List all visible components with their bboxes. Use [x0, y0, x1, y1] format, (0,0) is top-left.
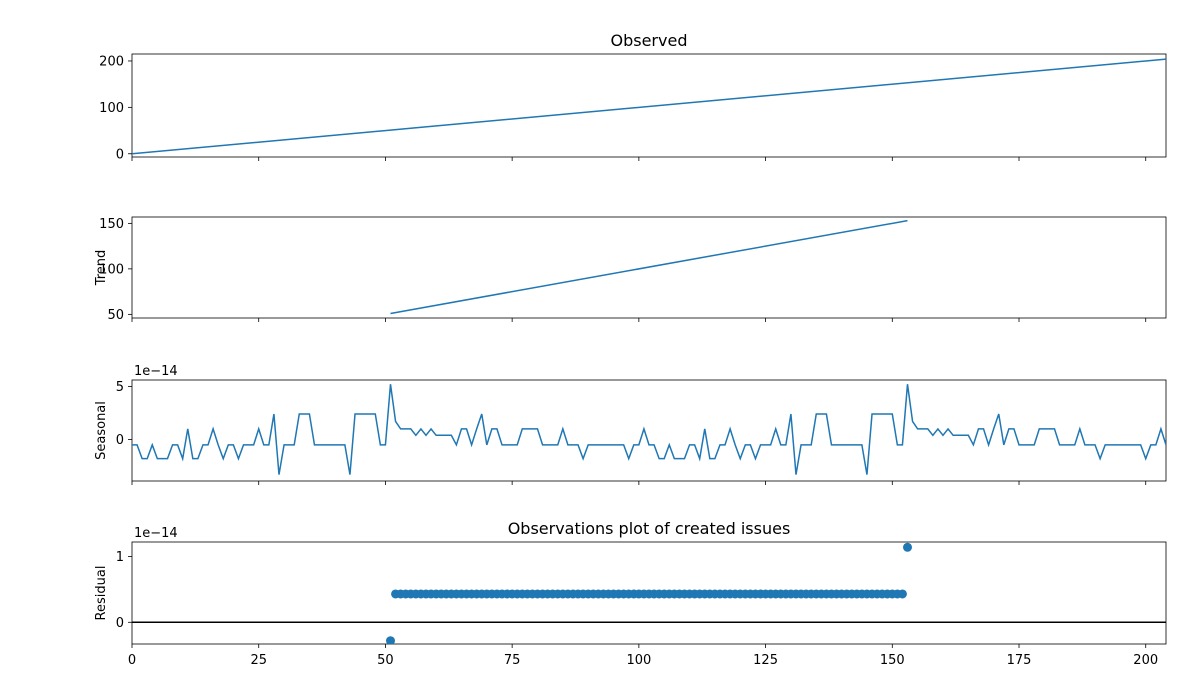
y-tick-label: 0	[116, 147, 124, 162]
observed-panel: Observed 0 100 200	[99, 31, 1167, 162]
y-tick-label: 50	[107, 308, 124, 323]
axes-frame	[131, 53, 1167, 158]
y-tick-label: 0	[116, 616, 124, 631]
y-tick-label: 0	[116, 433, 124, 448]
x-tick-label: 200	[1133, 653, 1158, 668]
residual-point	[897, 589, 907, 599]
y-tick-label: 100	[99, 262, 124, 277]
series-line	[132, 384, 1166, 475]
y-tick-label: 150	[99, 217, 124, 232]
x-tick-label: 150	[880, 653, 905, 668]
y-tick-label: 200	[99, 54, 124, 69]
x-tick-label: 175	[1007, 653, 1032, 668]
panel-title: Observations plot of created issues	[508, 519, 791, 538]
y-axis-label: Seasonal	[94, 401, 109, 460]
panel-title: Observed	[611, 31, 688, 50]
x-tick-label: 100	[626, 653, 651, 668]
series-line	[390, 219, 908, 315]
trend-panel: Trend 50 100 150	[94, 216, 1167, 323]
x-tick-label: 0	[128, 653, 136, 668]
x-tick-label: 75	[504, 653, 521, 668]
x-tick-label: 50	[377, 653, 394, 668]
residual-point	[386, 636, 395, 644]
axes-frame	[131, 541, 1167, 645]
x-tick-label: 125	[753, 653, 778, 668]
y-tick-label: 1	[116, 550, 124, 565]
y-offset-label: 1e−14	[134, 526, 178, 541]
y-tick-label: 5	[116, 380, 124, 395]
y-tick-label: 100	[99, 101, 124, 116]
y-axis-label: Residual	[94, 566, 109, 621]
x-tick-label: 25	[250, 653, 267, 668]
series-line	[132, 58, 1166, 155]
seasonal-panel: Seasonal 1e−14 0 5	[94, 364, 1167, 485]
y-offset-label: 1e−14	[134, 364, 178, 379]
y-axis-label: Trend	[94, 250, 109, 287]
axes-frame	[131, 216, 1167, 319]
residual-point	[903, 542, 912, 552]
residual-panel: Observations plot of created issues Resid…	[94, 519, 1167, 668]
axes-frame	[131, 379, 1167, 482]
